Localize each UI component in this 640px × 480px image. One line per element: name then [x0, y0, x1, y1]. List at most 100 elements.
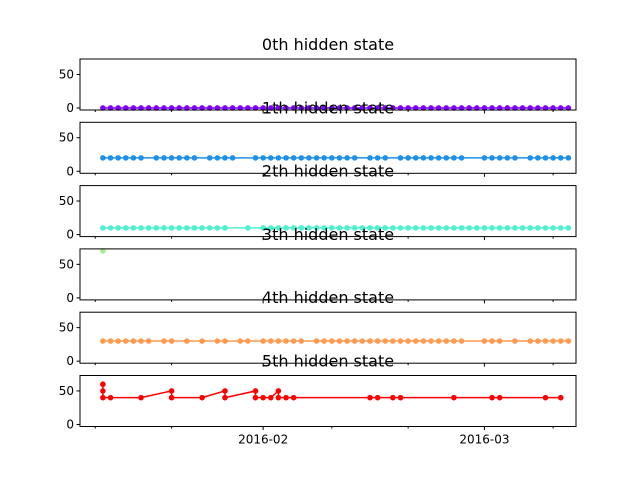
data-point: [435, 225, 442, 231]
data-point: [397, 394, 404, 401]
data-point: [542, 225, 549, 231]
data-point: [161, 155, 167, 161]
data-point: [496, 338, 503, 344]
data-point: [405, 225, 411, 231]
data-point: [138, 105, 144, 111]
data-point: [176, 105, 182, 111]
data-point: [351, 338, 358, 344]
data-point: [252, 394, 259, 401]
data-point: [199, 225, 205, 231]
data-point: [504, 105, 511, 111]
data-point: [428, 225, 434, 231]
data-point: [550, 105, 556, 111]
data-point: [184, 225, 190, 231]
data-point: [329, 225, 335, 231]
data-point: [351, 155, 358, 161]
data-point: [527, 105, 534, 111]
data-point: [351, 105, 358, 111]
data-point: [100, 225, 106, 231]
data-point: [260, 338, 266, 344]
data-point: [443, 155, 450, 161]
data-point: [359, 338, 366, 344]
data-point: [229, 105, 236, 111]
data-point: [321, 225, 327, 231]
data-point: [306, 155, 312, 161]
data-point: [313, 155, 320, 161]
data-point: [290, 225, 297, 231]
axes-frame: [79, 375, 577, 427]
data-point: [115, 338, 121, 344]
data-point: [161, 338, 167, 344]
data-point: [382, 225, 389, 231]
data-point: [100, 338, 106, 344]
data-point: [260, 225, 266, 231]
data-point: [153, 155, 160, 161]
data-point: [138, 155, 144, 161]
data-point: [122, 225, 129, 231]
data-point: [527, 225, 534, 231]
data-point: [557, 105, 564, 111]
data-point: [557, 155, 564, 161]
data-point: [214, 105, 221, 111]
data-point: [313, 105, 320, 111]
data-point: [535, 155, 541, 161]
data-point: [237, 105, 244, 111]
data-point: [138, 225, 144, 231]
data-point: [443, 105, 450, 111]
data-point: [420, 338, 427, 344]
data-point: [458, 105, 465, 111]
data-point: [275, 388, 282, 394]
data-point: [122, 155, 129, 161]
data-point: [412, 155, 419, 161]
data-point: [428, 155, 434, 161]
data-point: [138, 394, 144, 401]
data-point: [229, 155, 236, 161]
data-point: [374, 225, 381, 231]
data-point: [214, 338, 221, 344]
data-point: [275, 155, 282, 161]
data-point: [107, 338, 114, 344]
data-point: [474, 225, 480, 231]
axes-frame: [79, 185, 577, 238]
data-point: [168, 388, 175, 394]
data-point: [138, 338, 144, 344]
data-point: [397, 155, 404, 161]
data-point: [374, 338, 381, 344]
data-point: [306, 105, 312, 111]
data-point: [161, 105, 167, 111]
data-point: [466, 105, 472, 111]
data-point: [550, 338, 556, 344]
data-point: [176, 225, 182, 231]
data-point: [298, 155, 305, 161]
data-point: [428, 105, 434, 111]
data-point: [512, 155, 518, 161]
data-point: [222, 105, 228, 111]
data-point: [542, 338, 549, 344]
subplot-2: 0 50 2th hidden state: [59, 162, 577, 242]
data-point: [489, 155, 495, 161]
data-point: [412, 105, 419, 111]
data-point: [390, 225, 396, 231]
data-point: [344, 338, 350, 344]
data-point: [298, 225, 305, 231]
data-point: [367, 338, 373, 344]
data-point: [550, 225, 556, 231]
data-point: [260, 394, 266, 401]
data-point: [565, 338, 572, 344]
data-point: [435, 155, 442, 161]
data-point: [374, 105, 381, 111]
subplot-title: 1th hidden state: [262, 98, 394, 117]
y-tick-label: 0: [66, 354, 74, 368]
data-point: [557, 225, 564, 231]
data-point: [557, 394, 564, 401]
data-point: [504, 155, 511, 161]
data-point: [168, 155, 175, 161]
axes-frame: [79, 311, 577, 364]
data-point: [267, 338, 274, 344]
data-point: [428, 338, 434, 344]
data-point: [527, 338, 534, 344]
data-point: [390, 338, 396, 344]
data-point: [458, 155, 465, 161]
data-point: [275, 394, 282, 401]
